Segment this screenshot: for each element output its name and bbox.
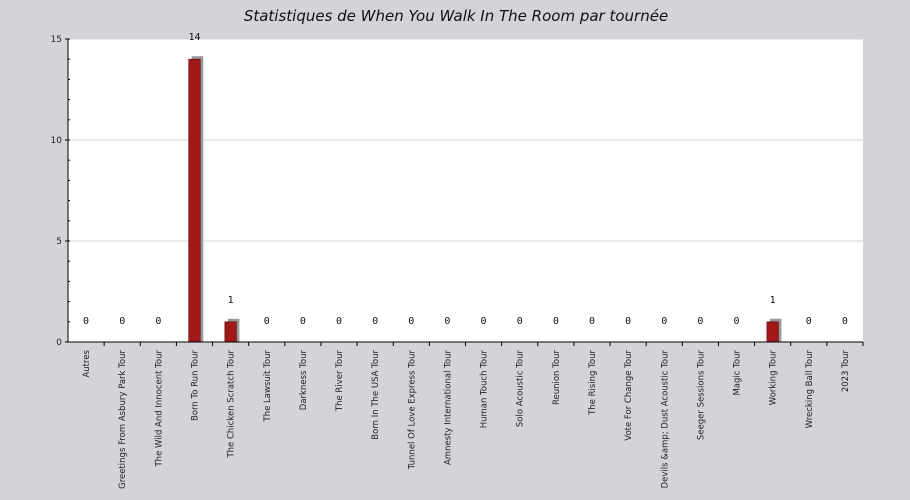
value-label: 0 — [697, 316, 703, 327]
category-label: Solo Acoustic Tour — [516, 350, 526, 428]
value-label: 0 — [336, 316, 342, 327]
category-label: Amnesty International Tour — [443, 350, 453, 465]
category-label: The Rising Tour — [588, 350, 598, 416]
value-label: 1 — [770, 295, 776, 306]
bar — [224, 321, 237, 343]
value-label: 0 — [408, 316, 414, 327]
category-label: 2023 Tour — [841, 350, 851, 393]
axes — [65, 38, 864, 346]
value-label: 0 — [83, 316, 89, 327]
plot-area — [68, 39, 863, 342]
y-tick-label: 5 — [56, 237, 62, 247]
bars — [188, 56, 782, 343]
value-label: 0 — [553, 316, 559, 327]
value-label: 0 — [300, 316, 306, 327]
y-tick-label: 10 — [51, 136, 63, 146]
category-label: Working Tour — [769, 349, 779, 405]
category-label: Tunnel Of Love Express Tour — [407, 350, 417, 471]
category-label: Greetings From Asbury Park Tour — [118, 350, 128, 489]
value-label: 0 — [806, 316, 812, 327]
value-label: 0 — [734, 316, 740, 327]
value-label: 1 — [228, 295, 234, 306]
category-label: The Chicken Scratch Tour — [227, 350, 237, 459]
y-tick-label: 0 — [56, 338, 62, 348]
value-label: 0 — [372, 316, 378, 327]
category-label: The River Tour — [335, 350, 345, 413]
value-label: 0 — [517, 316, 523, 327]
category-label: Born To Run Tour — [190, 350, 200, 421]
category-label: Devils &amp; Dust Acoustic Tour — [660, 349, 670, 488]
y-tick-label: 15 — [51, 35, 62, 45]
category-label: Born In The USA Tour — [371, 350, 381, 440]
category-label: Reunion Tour — [552, 350, 562, 406]
category-label: Autres — [82, 349, 92, 377]
category-label: Magic Tour — [733, 350, 743, 396]
category-label: Wrecking Ball Tour — [805, 350, 815, 429]
value-label: 0 — [155, 316, 161, 327]
value-label: 0 — [119, 316, 125, 327]
category-label: Human Touch Tour — [480, 350, 490, 429]
value-label: 0 — [842, 316, 848, 327]
value-label: 14 — [188, 32, 200, 43]
bar — [766, 321, 779, 343]
value-label: 0 — [264, 316, 270, 327]
value-label: 0 — [625, 316, 631, 327]
chart-title: Statistiques de When You Walk In The Roo… — [244, 7, 668, 25]
category-label: The Lawsuit Tour — [263, 349, 273, 422]
category-label: The Wild And Innocent Tour — [154, 350, 164, 468]
value-label: 0 — [589, 316, 595, 327]
category-label: Vote For Change Tour — [624, 350, 634, 441]
value-label: 0 — [661, 316, 667, 327]
value-label: 0 — [444, 316, 450, 327]
category-label: Darkness Tour — [299, 350, 309, 411]
value-label: 0 — [481, 316, 487, 327]
category-label: Seeger Sessions Tour — [696, 350, 706, 441]
bar — [188, 58, 201, 343]
